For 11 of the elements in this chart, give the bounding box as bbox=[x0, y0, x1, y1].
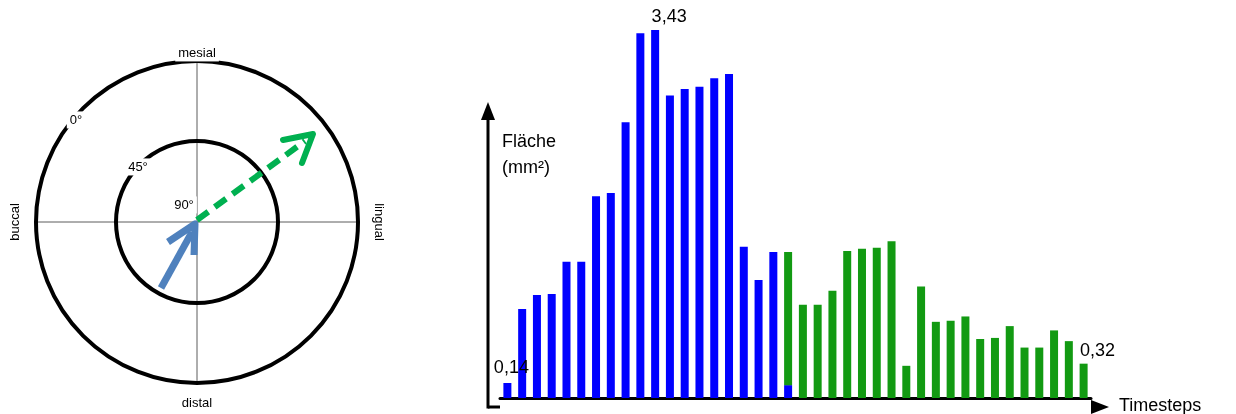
data-label: 3,43 bbox=[651, 6, 687, 26]
text: 45° bbox=[128, 159, 148, 175]
text: 90° bbox=[174, 197, 194, 213]
text: distal bbox=[181, 395, 213, 411]
text: 0° bbox=[69, 112, 83, 128]
text: buccal bbox=[7, 203, 23, 241]
data-label: 0,32 bbox=[1080, 339, 1116, 360]
x-axis-title: Timesteps bbox=[1119, 395, 1202, 414]
text: lingual bbox=[371, 203, 387, 241]
text: mesial bbox=[178, 45, 216, 61]
y-axis-title: Fläche (mm²) bbox=[502, 131, 557, 177]
